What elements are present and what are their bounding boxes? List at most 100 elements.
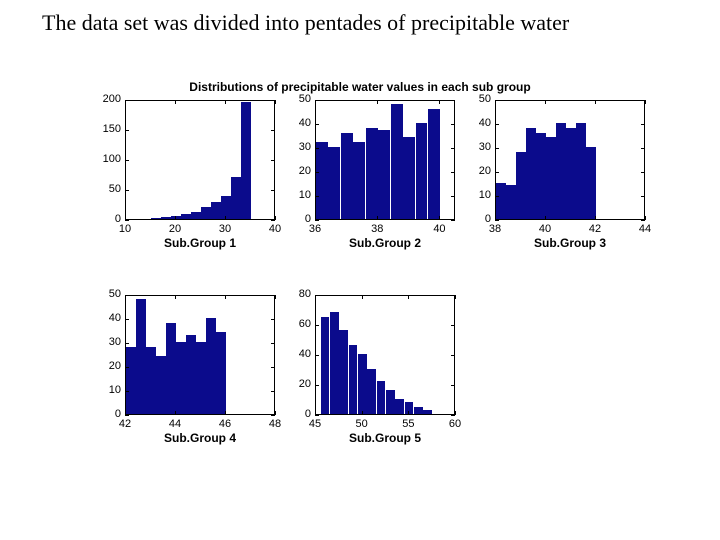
bar <box>191 212 201 219</box>
bar <box>316 142 328 219</box>
panel-sg2: 01020304050363840Sub.Group 2 <box>290 95 460 250</box>
xtick-label: 20 <box>160 223 190 235</box>
bar <box>156 356 166 414</box>
ytick-mark-right <box>451 148 455 149</box>
xtick-label: 55 <box>393 418 423 430</box>
bar <box>516 152 526 219</box>
bar <box>241 102 251 219</box>
bar <box>556 123 566 219</box>
xtick-mark <box>175 216 176 220</box>
ytick-mark-right <box>641 220 645 221</box>
xtick-mark <box>495 216 496 220</box>
xtick-mark <box>125 411 126 415</box>
panel-sg1: 05010015020010203040Sub.Group 1 <box>95 95 275 250</box>
bar <box>328 147 340 219</box>
xtick-mark-top <box>225 100 226 104</box>
ytick-mark-right <box>451 415 455 416</box>
ytick-label: 20 <box>290 378 311 390</box>
bar <box>496 183 506 219</box>
ytick-mark <box>125 190 129 191</box>
bar <box>206 318 216 414</box>
bar <box>330 312 339 414</box>
bar <box>423 410 432 415</box>
xtick-mark-top <box>315 295 316 299</box>
xlabel-sg4: Sub.Group 4 <box>125 431 275 445</box>
ytick-label: 30 <box>290 141 311 153</box>
bar <box>358 354 367 414</box>
xtick-mark <box>315 411 316 415</box>
panel-sg3: 0102030405038404244Sub.Group 3 <box>470 95 650 250</box>
bar <box>377 381 386 414</box>
ytick-label: 60 <box>290 318 311 330</box>
xtick-mark <box>315 216 316 220</box>
xtick-label: 40 <box>530 223 560 235</box>
xtick-mark-top <box>275 100 276 104</box>
ytick-mark <box>125 391 129 392</box>
ytick-mark <box>315 385 319 386</box>
ytick-mark <box>125 415 129 416</box>
xtick-mark <box>545 216 546 220</box>
ytick-mark <box>315 415 319 416</box>
ytick-mark <box>125 319 129 320</box>
xtick-label: 36 <box>300 223 330 235</box>
panel-sg5: 02040608045505560Sub.Group 5 <box>290 290 460 445</box>
ytick-mark <box>125 367 129 368</box>
xtick-mark-top <box>377 100 378 104</box>
xtick-mark-top <box>125 295 126 299</box>
bar <box>201 207 211 219</box>
ytick-mark-right <box>271 190 275 191</box>
ytick-label: 50 <box>95 288 121 300</box>
ytick-mark-right <box>641 148 645 149</box>
xtick-mark-top <box>439 100 440 104</box>
xtick-mark-top <box>175 100 176 104</box>
bar <box>186 335 196 414</box>
plot-area-sg3 <box>495 100 645 220</box>
ytick-label: 20 <box>290 165 311 177</box>
figure-title: Distributions of precipitable water valu… <box>0 80 720 94</box>
bar <box>341 133 353 219</box>
bar <box>231 177 241 219</box>
xtick-label: 44 <box>630 223 660 235</box>
ytick-label: 40 <box>95 312 121 324</box>
xtick-mark <box>225 411 226 415</box>
xtick-label: 40 <box>424 223 454 235</box>
ytick-label: 40 <box>470 117 491 129</box>
xlabel-sg5: Sub.Group 5 <box>315 431 455 445</box>
bar <box>196 342 206 414</box>
xtick-mark-top <box>225 295 226 299</box>
ytick-mark-right <box>271 130 275 131</box>
bar <box>126 347 136 414</box>
ytick-mark <box>495 148 499 149</box>
xtick-mark <box>645 216 646 220</box>
ytick-mark <box>495 220 499 221</box>
bar <box>367 369 376 414</box>
ytick-mark-right <box>451 124 455 125</box>
xtick-label: 46 <box>210 418 240 430</box>
bar <box>151 218 161 219</box>
xtick-mark <box>175 411 176 415</box>
xtick-label: 10 <box>110 223 140 235</box>
ytick-mark-right <box>271 391 275 392</box>
bar <box>211 202 221 219</box>
xtick-mark-top <box>408 295 409 299</box>
plot-area-sg2 <box>315 100 455 220</box>
bar <box>166 323 176 414</box>
panel-sg4: 0102030405042444648Sub.Group 4 <box>95 290 275 445</box>
xtick-label: 45 <box>300 418 330 430</box>
ytick-label: 10 <box>290 189 311 201</box>
xtick-mark <box>275 216 276 220</box>
xtick-label: 48 <box>260 418 290 430</box>
xtick-mark <box>455 411 456 415</box>
xtick-mark <box>439 216 440 220</box>
ytick-label: 20 <box>470 165 491 177</box>
ytick-mark-right <box>451 196 455 197</box>
bar <box>416 123 428 219</box>
ytick-mark <box>315 148 319 149</box>
bar <box>136 299 146 414</box>
xtick-mark-top <box>125 100 126 104</box>
bar <box>386 390 395 414</box>
plot-area-sg5 <box>315 295 455 415</box>
bar <box>366 128 378 219</box>
ytick-mark <box>495 196 499 197</box>
bar <box>428 109 440 219</box>
